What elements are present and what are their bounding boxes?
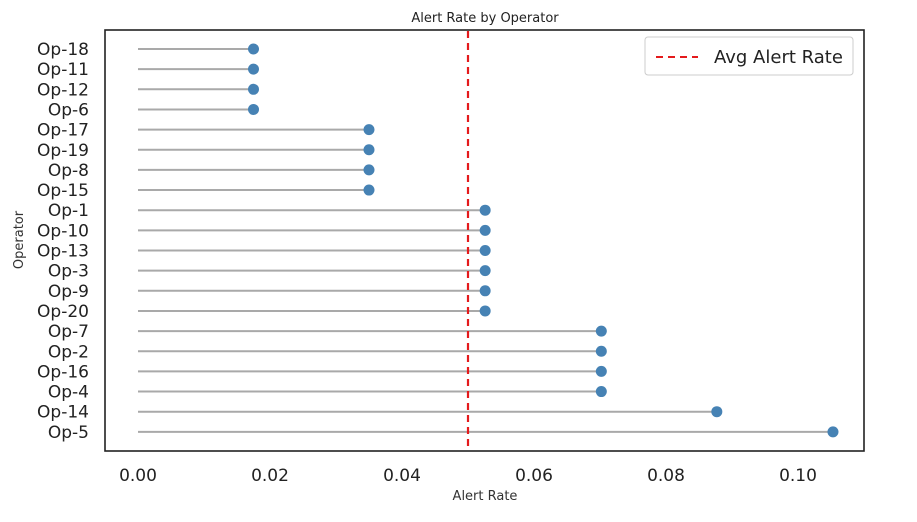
y-tick-label-op-2: Op-2	[48, 342, 89, 362]
plot-frame	[104, 29, 865, 452]
x-tick-label: 0.08	[647, 466, 685, 486]
y-tick-label-op-18: Op-18	[37, 40, 89, 60]
y-tick-label-op-10: Op-10	[37, 221, 89, 241]
y-tick-label-op-9: Op-9	[48, 282, 89, 302]
x-axis-label: Alert Rate	[453, 489, 518, 504]
y-tick-label-op-7: Op-7	[48, 322, 89, 342]
marker-op-15	[363, 184, 375, 196]
marker-op-11	[248, 63, 259, 75]
marker-op-6	[248, 103, 259, 115]
marker-op-18	[248, 43, 259, 55]
y-tick-label-op-6: Op-6	[48, 100, 89, 120]
y-axis-label: Operator	[12, 210, 27, 269]
legend-box	[644, 36, 854, 76]
y-tick-label-op-14: Op-14	[37, 403, 89, 423]
marker-op-10	[479, 224, 491, 236]
marker-op-1	[479, 204, 491, 216]
y-tick-label-op-1: Op-1	[48, 201, 89, 221]
marker-op-16	[595, 365, 607, 377]
legend-label-avg: Avg Alert Rate	[714, 47, 843, 68]
y-tick-label-op-16: Op-16	[37, 362, 89, 382]
y-tick-label-op-20: Op-20	[37, 302, 89, 322]
x-tick-label: 0.06	[515, 466, 553, 486]
y-tick-label-op-13: Op-13	[37, 242, 89, 262]
marker-op-17	[363, 124, 375, 136]
y-tick-label-op-17: Op-17	[37, 121, 89, 141]
y-tick-label-op-11: Op-11	[37, 60, 89, 80]
marker-op-2	[595, 345, 607, 357]
y-tick-label-op-5: Op-5	[48, 423, 89, 443]
x-tick-label: 0.10	[779, 466, 817, 486]
legend: Avg Alert Rate	[644, 36, 854, 76]
stems-group	[138, 48, 833, 433]
x-tick-label: 0.02	[251, 466, 289, 486]
y-tick-label-op-4: Op-4	[48, 383, 89, 403]
x-tick-label: 0.00	[119, 466, 157, 486]
y-tick-labels: Op-18Op-11Op-12Op-6Op-17Op-19Op-8Op-15Op…	[37, 40, 89, 443]
marker-op-4	[595, 386, 607, 398]
y-tick-label-op-3: Op-3	[48, 262, 89, 282]
marker-op-12	[248, 83, 259, 95]
chart-title: Alert Rate by Operator	[411, 11, 559, 26]
marker-op-14	[711, 406, 723, 418]
y-tick-label-op-8: Op-8	[48, 161, 89, 181]
marker-op-3	[479, 265, 491, 277]
x-tick-label: 0.04	[383, 466, 421, 486]
marker-op-7	[595, 325, 607, 337]
y-tick-label-op-12: Op-12	[37, 80, 89, 100]
markers-group	[248, 43, 839, 438]
marker-op-8	[363, 164, 375, 176]
marker-op-9	[479, 285, 491, 297]
y-tick-label-op-15: Op-15	[37, 181, 89, 201]
x-tick-labels: 0.00 0.02 0.04 0.06 0.08 0.10	[119, 466, 817, 486]
y-tick-label-op-19: Op-19	[37, 141, 89, 161]
marker-op-20	[479, 305, 491, 317]
marker-op-5	[827, 426, 839, 438]
marker-op-13	[479, 245, 491, 256]
marker-op-19	[363, 144, 375, 156]
